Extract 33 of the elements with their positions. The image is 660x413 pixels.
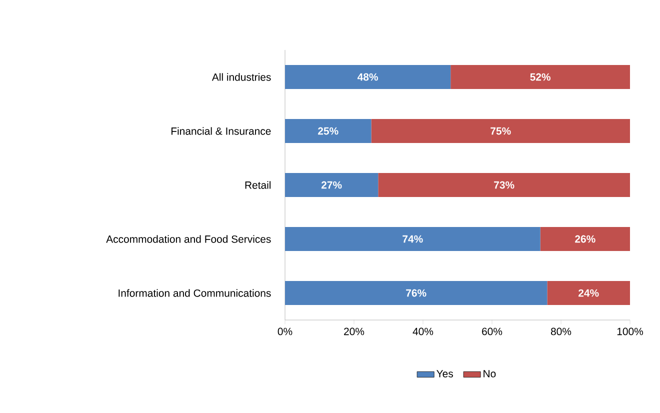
bar <box>540 226 630 251</box>
bar <box>450 64 630 89</box>
y-tick-label: Accommodation and Food Services <box>106 235 271 243</box>
bar <box>285 118 372 143</box>
x-tick-label: 100% <box>617 328 643 336</box>
data-label: 24% <box>578 289 599 297</box>
bar <box>285 64 451 89</box>
x-tick-label: 80% <box>550 328 572 336</box>
data-label: 26% <box>575 235 596 243</box>
y-tick-label: Retail <box>245 181 271 189</box>
y-tick-label: Financial & Insurance <box>171 127 271 135</box>
y-tick-label: All industries <box>212 73 271 81</box>
x-tick-label: 40% <box>412 328 434 336</box>
data-label: 73% <box>494 181 514 189</box>
data-label: 75% <box>490 127 511 135</box>
data-label: 27% <box>321 181 342 189</box>
data-label: 25% <box>318 127 338 135</box>
legend-label: No <box>484 370 496 378</box>
x-tick-label: 0% <box>278 328 292 336</box>
data-label: 74% <box>402 235 423 243</box>
bar <box>371 118 630 143</box>
y-tick-label: Information and Communications <box>118 289 271 297</box>
data-label: 48% <box>357 73 378 81</box>
bar <box>285 172 378 197</box>
bar <box>378 172 630 197</box>
bar <box>547 281 630 305</box>
bar <box>285 281 548 305</box>
legend-label: Yes <box>436 370 453 378</box>
data-label: 52% <box>530 73 550 81</box>
data-label: 76% <box>406 289 426 297</box>
bar <box>285 226 540 251</box>
x-tick-label: 60% <box>482 328 502 336</box>
x-tick-label: 20% <box>344 328 364 336</box>
